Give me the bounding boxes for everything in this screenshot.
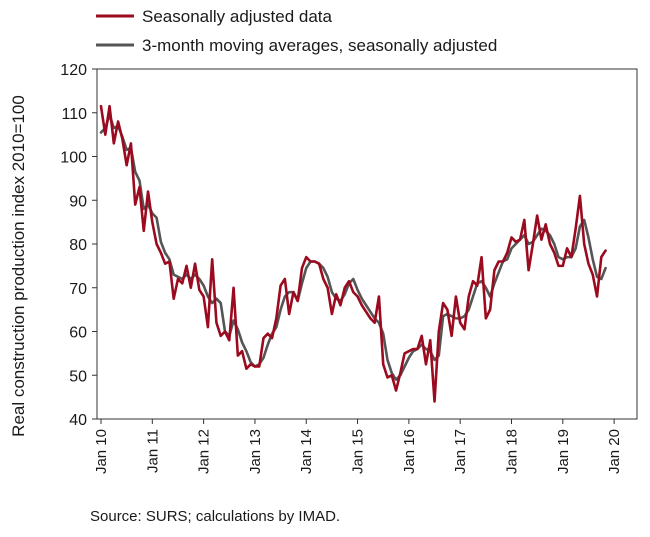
y-tick-label: 60 [69,325,87,342]
y-tick-label: 120 [60,62,87,79]
y-axis-title: Real construction production index 2010=… [9,95,28,437]
y-tick-label: 90 [69,193,87,210]
x-tick-label: Jan 18 [503,429,520,474]
y-tick-label: 110 [61,106,87,123]
y-tick-label: 80 [69,237,87,254]
x-tick-label: Jan 15 [350,429,367,474]
y-tick-label: 100 [60,150,87,167]
source-note: Source: SURS; calculations by IMAD. [90,508,340,525]
x-tick-label: Jan 17 [452,429,469,474]
y-tick-label: 70 [69,281,87,298]
plot-frame [96,68,638,420]
series-line-seasonally-adjusted [99,104,607,403]
y-axis: 40 50 60 70 80 90 100 110 120 [60,62,97,429]
plot-area [96,68,638,420]
x-tick-label: Jan 16 [401,429,418,474]
series-line-moving-average [99,113,607,381]
x-tick-label: Jan 19 [555,429,572,474]
x-tick-label: Jan 20 [606,429,623,474]
x-axis: Jan 10 Jan 11 Jan 12 Jan 13 Jan 14 Jan 15 Jan … [93,419,623,474]
y-tick-label: 40 [69,412,87,429]
x-tick-label: Jan 12 [196,429,213,474]
x-tick-label: Jan 10 [93,429,110,474]
x-tick-label: Jan 11 [144,429,161,473]
legend-label-seasonally-adjusted: Seasonally adjusted data [142,7,333,26]
x-tick-label: Jan 13 [247,429,264,474]
series-layer [99,104,607,403]
legend-label-moving-average: 3-month moving averages, seasonally adju… [142,36,497,55]
y-tick-label: 50 [69,368,87,385]
x-tick-label: Jan 14 [298,429,315,474]
legend: Seasonally adjusted data 3-month moving … [96,7,497,55]
